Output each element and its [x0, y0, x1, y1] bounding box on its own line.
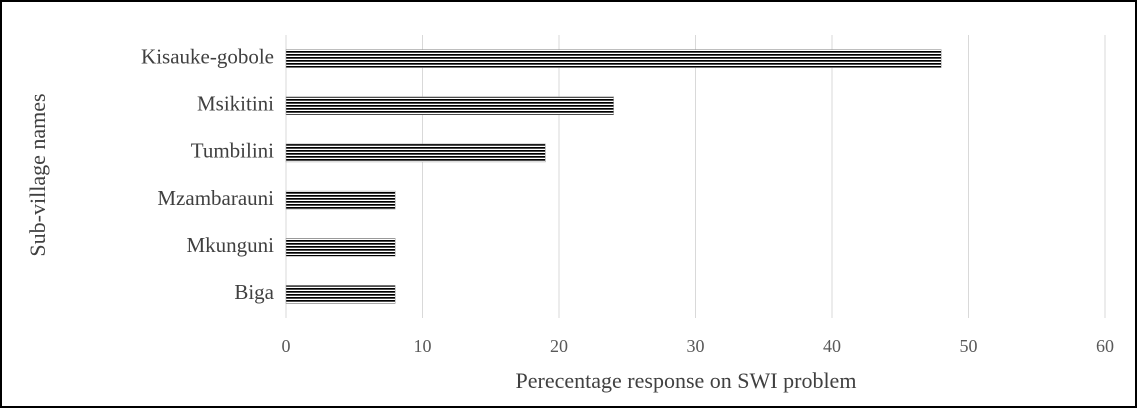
x-tick-label: 10	[414, 336, 432, 356]
y-tick-label: Msikitini	[197, 92, 274, 116]
bar	[285, 190, 396, 210]
y-tick-label: Kisauke-gobole	[141, 44, 274, 68]
bar	[285, 49, 942, 68]
x-tick-label: 0	[282, 336, 291, 356]
y-tick-label: Mzambarauni	[157, 186, 274, 210]
bar	[285, 143, 546, 163]
x-tick-label: 20	[550, 336, 568, 356]
x-axis-title: Perecentage response on SWI problem	[516, 368, 857, 393]
y-tick-label: Biga	[234, 280, 274, 304]
x-tick-label: 40	[823, 336, 841, 356]
y-tick-label: Tumbilini	[191, 139, 274, 163]
bar	[285, 96, 614, 115]
y-tick-label: Mkunguni	[186, 233, 274, 257]
x-tick-label: 50	[960, 336, 978, 356]
x-tick-label: 30	[687, 336, 705, 356]
x-tick-label: 60	[1096, 336, 1114, 356]
bar	[285, 285, 396, 304]
y-axis-title: Sub-village names	[25, 93, 50, 256]
bar	[285, 238, 396, 257]
